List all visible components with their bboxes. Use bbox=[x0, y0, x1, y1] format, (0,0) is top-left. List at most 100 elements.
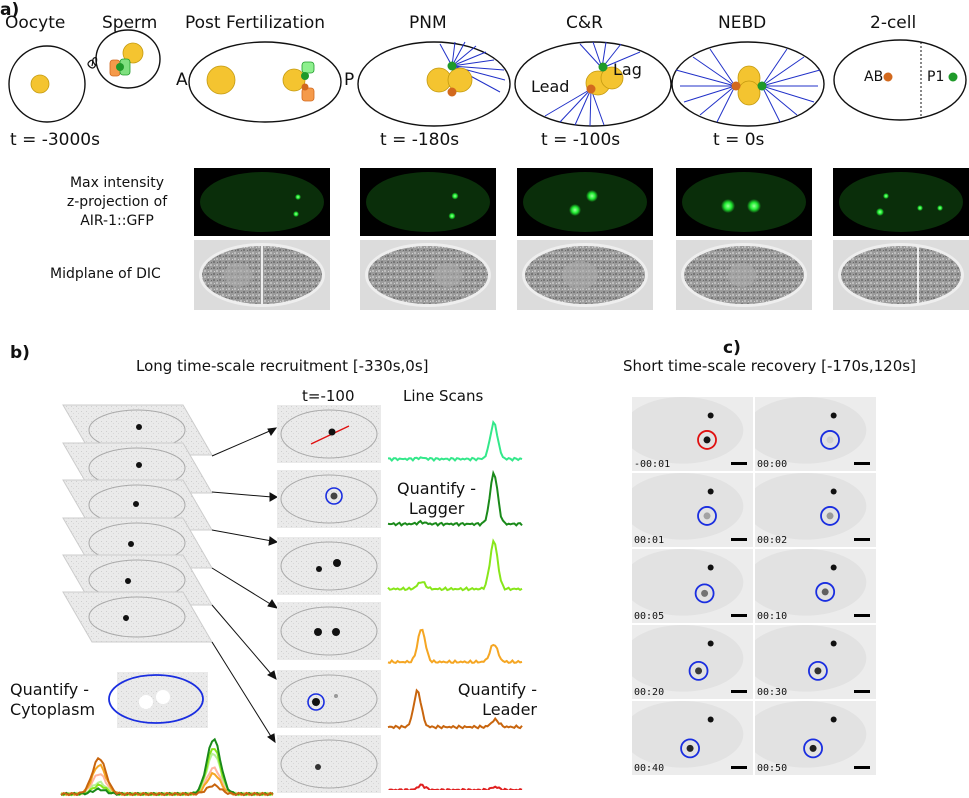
slice-crop-5 bbox=[277, 670, 381, 728]
frame-timestamp: 00:30 bbox=[757, 687, 788, 698]
panel-b-letter: b) bbox=[10, 343, 30, 363]
cytoplasm-image bbox=[108, 672, 208, 728]
recovery-frame: 00:40 bbox=[632, 701, 753, 775]
cr-microtubules bbox=[544, 41, 641, 127]
label-lag: Lag bbox=[613, 60, 642, 79]
sperm-cell bbox=[95, 29, 161, 89]
recovery-frame: 00:30 bbox=[755, 625, 876, 699]
axis-posterior: P bbox=[344, 70, 355, 90]
sperm-tail bbox=[87, 57, 98, 69]
cr-green-centrosome bbox=[598, 62, 608, 72]
label-oocyte: Oocyte bbox=[5, 13, 66, 33]
frame-timestamp: -00:01 bbox=[634, 459, 671, 470]
recovery-frame: 00:02 bbox=[755, 473, 876, 547]
slice-crop-3 bbox=[277, 537, 381, 595]
dic-image-post-fertilization bbox=[194, 240, 330, 310]
slice-crop-1 bbox=[277, 405, 381, 463]
label-ab: AB bbox=[864, 69, 884, 85]
pnm-orange-centrosome bbox=[447, 87, 457, 97]
scale-bar bbox=[731, 614, 747, 617]
recovery-frame-grid: -00:01 00:00 00:01 00:02 00:05 00:10 00:20 00:3… bbox=[632, 397, 878, 777]
dic-image-2-cell bbox=[833, 240, 969, 310]
pnm-green-centrosome bbox=[447, 61, 457, 71]
nebd-green-centrosome bbox=[757, 81, 767, 91]
panel-b-figure bbox=[62, 404, 381, 793]
overlay-line-scans bbox=[60, 737, 274, 797]
slice-arrows bbox=[211, 427, 279, 744]
panel-a: a) bbox=[0, 0, 969, 330]
recovery-frame-image bbox=[632, 397, 747, 465]
label-cr: C&R bbox=[566, 13, 603, 33]
recovery-frame: 00:00 bbox=[755, 397, 876, 471]
frame-timestamp: 00:00 bbox=[757, 459, 788, 470]
scale-bar bbox=[854, 538, 870, 541]
panel-b-time-label: t=-100 bbox=[302, 387, 355, 405]
z-stack bbox=[62, 404, 213, 643]
frame-timestamp: 00:20 bbox=[634, 687, 665, 698]
axis-anterior: A bbox=[176, 70, 188, 90]
nebd-microtubules bbox=[675, 48, 821, 123]
frame-timestamp: 00:02 bbox=[757, 535, 788, 546]
overlay-trace-6 bbox=[60, 756, 274, 797]
recovery-frame-image bbox=[755, 397, 870, 465]
recovery-frame: 00:05 bbox=[632, 549, 753, 623]
ab-centrosome bbox=[883, 72, 893, 82]
line-scan-trace-5 bbox=[387, 688, 523, 730]
dic-image-cr bbox=[517, 240, 653, 310]
label-lead: Lead bbox=[531, 77, 570, 96]
frame-timestamp: 00:40 bbox=[634, 763, 665, 774]
scale-bar bbox=[731, 462, 747, 465]
recovery-frame-image bbox=[632, 625, 747, 693]
slice-crop-6 bbox=[277, 735, 381, 793]
gfp-image-post-fertilization bbox=[194, 168, 330, 236]
quantify-cytoplasm-label: Quantify - Cytoplasm bbox=[10, 680, 96, 719]
time-cr: t = -100s bbox=[541, 130, 621, 150]
sperm-pronucleus bbox=[122, 42, 144, 64]
recovery-frame: -00:01 bbox=[632, 397, 753, 471]
recovery-frame-image bbox=[755, 549, 870, 617]
postfert-green-centriole bbox=[301, 61, 315, 74]
recovery-frame-image bbox=[632, 701, 747, 769]
panel-c-title: Short time-scale recovery [-170s,120s] bbox=[623, 357, 916, 375]
recovery-frame: 00:10 bbox=[755, 549, 876, 623]
two-cell-outline bbox=[833, 39, 967, 121]
panel-b-title: Long time-scale recruitment [-330s,0s] bbox=[136, 357, 429, 375]
panel-c-letter: c) bbox=[723, 338, 741, 358]
sperm-centrosome bbox=[116, 63, 124, 71]
panel-b-line-scans: Line Scans bbox=[403, 387, 484, 405]
recovery-frame-image bbox=[632, 549, 747, 617]
quantify-lagger-label: Quantify - Lagger bbox=[397, 479, 477, 518]
time-nebd: t = 0s bbox=[713, 130, 765, 150]
label-pnm: PNM bbox=[409, 13, 447, 33]
line-scan-trace-3 bbox=[387, 538, 523, 592]
line-scan-trace-1 bbox=[388, 419, 523, 463]
line-scan-trace-6 bbox=[387, 783, 523, 790]
scale-bar bbox=[731, 690, 747, 693]
scale-bar bbox=[854, 614, 870, 617]
frame-timestamp: 00:01 bbox=[634, 535, 665, 546]
gfp-image-2-cell bbox=[833, 168, 969, 236]
panel-a-letter: a) bbox=[0, 0, 20, 20]
gfp-image-pnm bbox=[360, 168, 496, 236]
recovery-frame: 00:50 bbox=[755, 701, 876, 775]
label-post-fertilization: Post Fertilization bbox=[185, 13, 326, 33]
time-pnm: t = -180s bbox=[380, 130, 460, 150]
gfp-image-nebd bbox=[676, 168, 812, 236]
slice-crop-4 bbox=[277, 602, 381, 660]
scale-bar bbox=[731, 538, 747, 541]
gfp-image-cr bbox=[517, 168, 653, 236]
time-oocyte: t = -3000s bbox=[10, 130, 100, 150]
scale-bar bbox=[854, 766, 870, 769]
pnm-cell bbox=[357, 41, 511, 127]
row-label-gfp: Max intensity z-projection of AIR-1::GFP bbox=[66, 175, 168, 229]
scale-bar bbox=[731, 766, 747, 769]
label-sperm: Sperm bbox=[102, 13, 158, 33]
line-scans-plot bbox=[387, 419, 523, 790]
nebd-cell bbox=[671, 41, 825, 127]
recovery-frame-image bbox=[632, 473, 747, 541]
p1-centrosome bbox=[948, 72, 958, 82]
oocyte-cell bbox=[8, 45, 86, 123]
line-scan-trace-4 bbox=[387, 628, 523, 665]
frame-timestamp: 00:50 bbox=[757, 763, 788, 774]
recovery-frame: 00:20 bbox=[632, 625, 753, 699]
